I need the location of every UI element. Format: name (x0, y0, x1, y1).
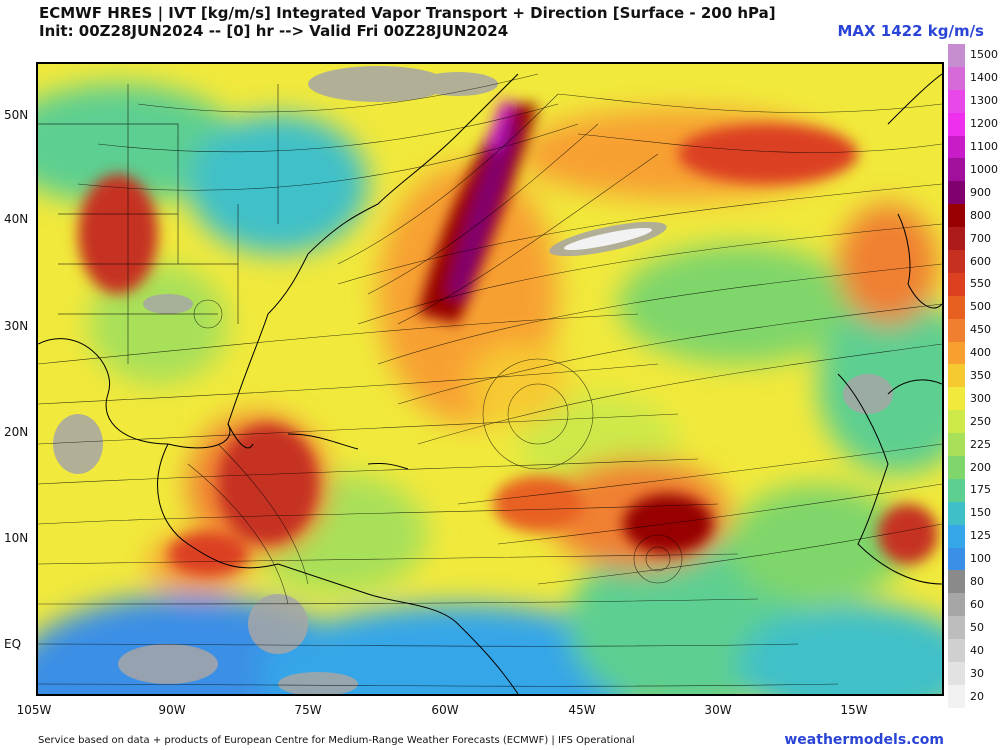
colorbar-label: 1200 (970, 117, 998, 131)
max-value-label: MAX 1422 kg/m/s (837, 22, 984, 40)
lon-label-30w: 30W (704, 703, 732, 717)
colorbar-label: 100 (970, 552, 991, 566)
lon-label-15w: 15W (840, 703, 868, 717)
colorbar-label: 1500 (970, 48, 998, 62)
colorbar-swatch (948, 89, 965, 113)
ivt-shading (38, 84, 942, 694)
colorbar-swatch (948, 295, 965, 319)
colorbar-swatch (948, 547, 965, 571)
colorbar-swatch (948, 250, 965, 273)
colorbar-label: 30 (970, 666, 984, 680)
colorbar-label: 550 (970, 277, 991, 291)
colorbar-label: 450 (970, 323, 991, 337)
colorbar-swatch (948, 181, 965, 205)
ivt-maximum-plains (78, 174, 158, 294)
colorbar-swatch (948, 639, 965, 663)
data-credit: Service based on data + products of Euro… (38, 735, 635, 746)
state-borders (38, 84, 279, 364)
lat-label-20n: 20N (4, 425, 29, 439)
colorbar-swatch (948, 158, 965, 182)
colorbar-swatch (948, 524, 965, 548)
lon-label-105w: 105W (16, 703, 52, 717)
init-valid-time: Init: 00Z28JUN2024 -- [0] hr --> Valid F… (39, 22, 509, 40)
lon-label-60w: 60W (431, 703, 459, 717)
colorbar-swatch (948, 456, 965, 479)
colorbar-label: 1000 (970, 162, 998, 176)
colorbar-swatch (948, 318, 965, 342)
ivt-map (36, 62, 944, 696)
ivt-maximum-tropical-atlantic (623, 494, 713, 554)
colorbar-swatch (948, 272, 965, 296)
colorbar-label: 1100 (970, 140, 998, 154)
lon-label-90w: 90W (158, 703, 186, 717)
brand-link[interactable]: weathermodels.com (784, 732, 944, 748)
lat-label-eq: EQ (4, 637, 22, 651)
colorbar-swatch (948, 501, 965, 525)
colorbar-swatch (948, 662, 965, 685)
lon-label-75w: 75W (294, 703, 322, 717)
colorbar-label: 225 (970, 437, 991, 451)
lon-label-45w: 45W (568, 703, 596, 717)
colorbar-label: 900 (970, 185, 991, 199)
colorbar-label: 20 (970, 689, 984, 703)
colorbar-label: 60 (970, 597, 984, 611)
colorbar (948, 44, 965, 708)
lat-label-10n: 10N (4, 531, 29, 545)
colorbar-swatch (948, 66, 965, 90)
colorbar-swatch (948, 44, 965, 67)
colorbar-label: 50 (970, 620, 984, 634)
colorbar-swatch (948, 227, 965, 251)
colorbar-swatch (948, 478, 965, 502)
colorbar-label: 40 (970, 643, 984, 657)
colorbar-swatch (948, 433, 965, 457)
colorbar-label: 600 (970, 254, 991, 268)
colorbar-label: 1400 (970, 71, 998, 85)
colorbar-swatch (948, 364, 965, 388)
colorbar-label: 125 (970, 529, 991, 543)
lat-label-50n: 50N (4, 108, 29, 122)
colorbar-label: 500 (970, 300, 991, 314)
colorbar-label: 700 (970, 231, 991, 245)
colorbar-label: 350 (970, 369, 991, 382)
colorbar-swatch (948, 410, 965, 434)
colorbar-label: 80 (970, 575, 984, 589)
map-title: ECMWF HRES | IVT [kg/m/s] Integrated Vap… (39, 4, 776, 22)
lat-label-30n: 30N (4, 319, 29, 333)
ivt-maximum-caribbean (218, 424, 318, 544)
colorbar-swatch (948, 204, 965, 228)
colorbar-label: 1300 (970, 94, 998, 108)
colorbar-label: 150 (970, 506, 991, 520)
colorbar-swatch (948, 570, 965, 594)
ivt-direction-streamlines (38, 73, 942, 687)
colorbar-label: 175 (970, 483, 991, 497)
colorbar-swatch (948, 593, 965, 617)
colorbar-label: 400 (970, 346, 991, 360)
coastlines (38, 73, 942, 694)
colorbar-swatch (948, 112, 965, 136)
colorbar-swatch (948, 135, 965, 159)
colorbar-label: 300 (970, 391, 991, 405)
colorbar-label: 250 (970, 414, 991, 428)
colorbar-swatch (948, 341, 965, 365)
lat-label-40n: 40N (4, 212, 29, 226)
colorbar-swatch (948, 684, 965, 708)
colorbar-swatch (948, 616, 965, 640)
colorbar-label: 200 (970, 460, 991, 474)
colorbar-swatch (948, 387, 965, 411)
colorbar-label: 800 (970, 208, 991, 222)
